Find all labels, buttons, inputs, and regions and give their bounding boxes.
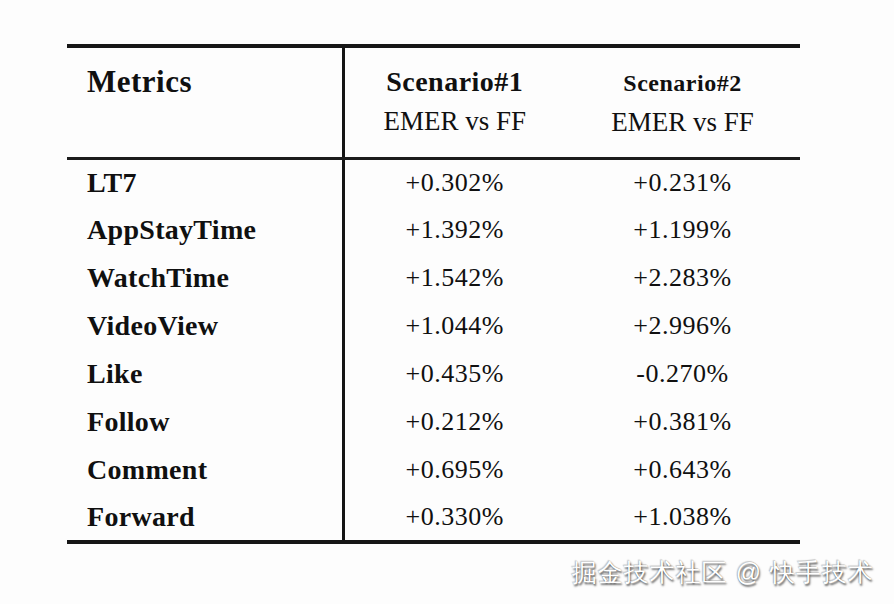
scenario1-value: +1.044% [343, 302, 565, 350]
metric-label: Follow [67, 398, 343, 446]
scenario2-title: Scenario#2 [565, 66, 800, 97]
scenario1-value: +0.695% [343, 446, 565, 494]
scenario1-subtitle: EMER vs FF [345, 106, 566, 137]
metric-label: WatchTime [67, 254, 343, 302]
header-row: Metrics Scenario#1 EMER vs FF Scenario#2… [67, 46, 800, 158]
paper-table-screenshot: Metrics Scenario#1 EMER vs FF Scenario#2… [0, 0, 894, 604]
table-row: Forward +0.330% +1.038% [67, 494, 800, 542]
metric-label: Comment [67, 446, 343, 494]
table-header: Metrics Scenario#1 EMER vs FF Scenario#2… [67, 46, 800, 158]
scenario1-value: +0.302% [343, 158, 565, 206]
metric-label: Forward [67, 494, 343, 542]
scenario2-value: +1.199% [565, 206, 800, 254]
scenario2-value: +0.231% [565, 158, 800, 206]
metric-label: LT7 [67, 158, 343, 206]
table-row: AppStayTime +1.392% +1.199% [67, 206, 800, 254]
scenario2-value: -0.270% [565, 350, 800, 398]
table-row: LT7 +0.302% +0.231% [67, 158, 800, 206]
metric-label: Like [67, 350, 343, 398]
metric-label: VideoView [67, 302, 343, 350]
watermark-text: 掘金技术社区 @ 快手技术 [572, 556, 874, 589]
scenario2-subtitle: EMER vs FF [565, 107, 800, 138]
table-row: Comment +0.695% +0.643% [67, 446, 800, 494]
scenario2-value: +0.381% [565, 398, 800, 446]
column-header-scenario1: Scenario#1 EMER vs FF [343, 46, 565, 158]
metrics-comparison-table: Metrics Scenario#1 EMER vs FF Scenario#2… [67, 44, 800, 544]
scenario1-value: +1.542% [343, 254, 565, 302]
scenario1-value: +0.435% [343, 350, 565, 398]
metric-label: AppStayTime [67, 206, 343, 254]
scenario1-title: Scenario#1 [345, 66, 566, 98]
table-row: VideoView +1.044% +2.996% [67, 302, 800, 350]
table-row: Like +0.435% -0.270% [67, 350, 800, 398]
column-header-scenario2: Scenario#2 EMER vs FF [565, 46, 800, 158]
scenario2-value: +2.996% [565, 302, 800, 350]
table-body: LT7 +0.302% +0.231% AppStayTime +1.392% … [67, 158, 800, 542]
scenario1-value: +0.212% [343, 398, 565, 446]
scenario1-value: +1.392% [343, 206, 565, 254]
scenario2-value: +1.038% [565, 494, 800, 542]
scenario2-value: +0.643% [565, 446, 800, 494]
scenario2-value: +2.283% [565, 254, 800, 302]
table-row: WatchTime +1.542% +2.283% [67, 254, 800, 302]
scenario1-value: +0.330% [343, 494, 565, 542]
column-header-metrics: Metrics [67, 46, 343, 158]
table-row: Follow +0.212% +0.381% [67, 398, 800, 446]
